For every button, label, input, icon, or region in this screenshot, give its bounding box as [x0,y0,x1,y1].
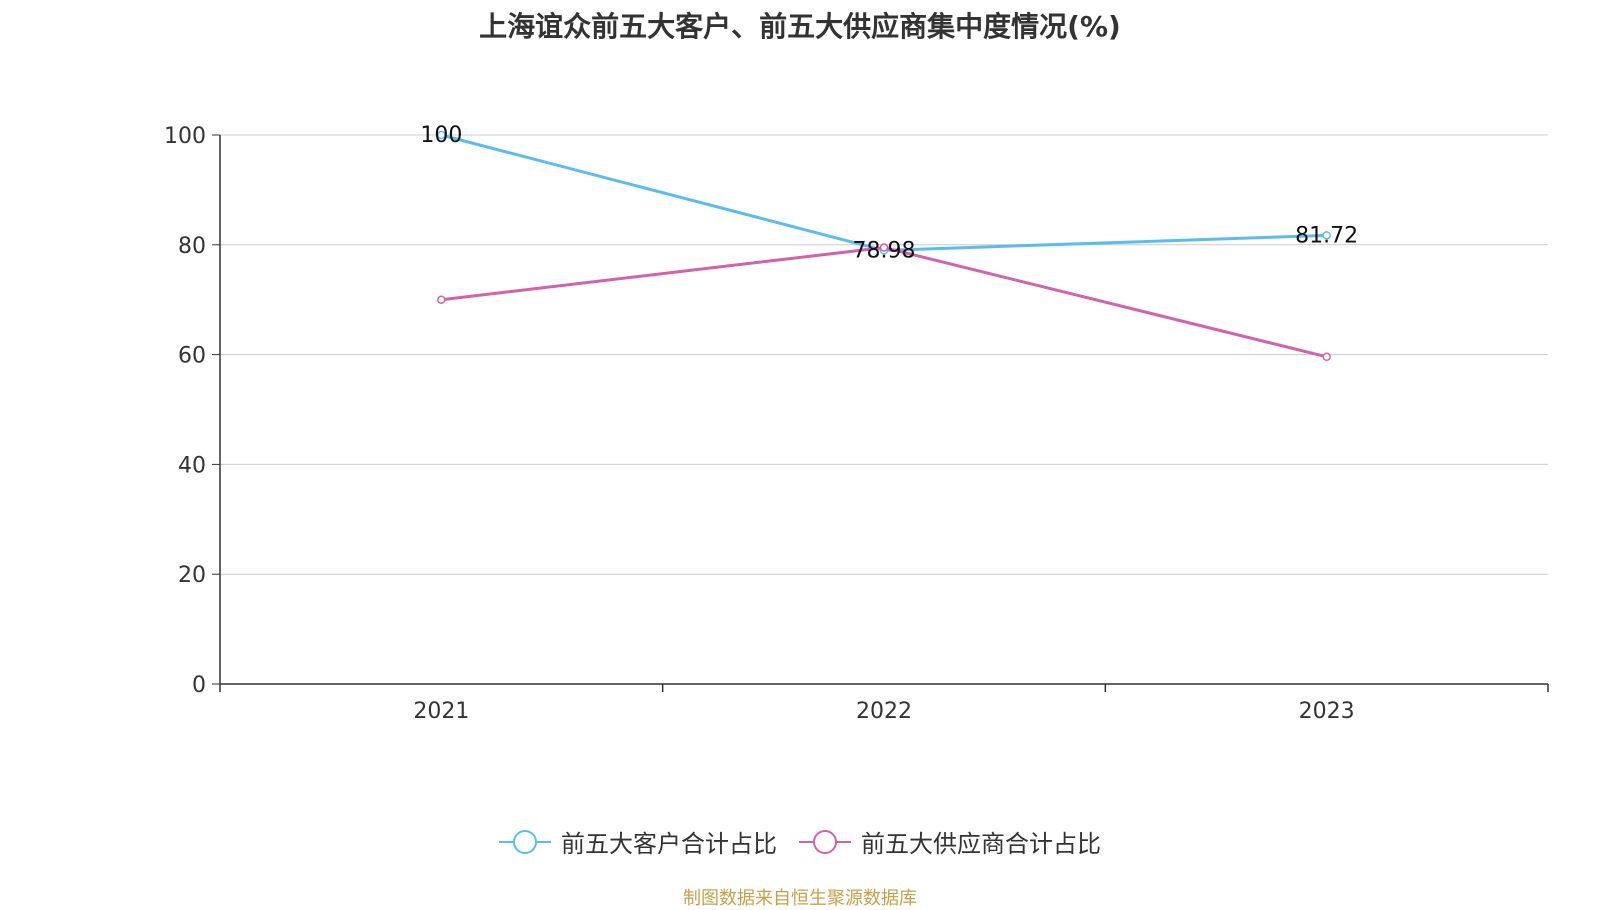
legend-item-customers[interactable]: 前五大客户合计占比 [499,824,777,859]
data-point-suppliers [879,243,889,252]
legend-marker-customers-icon [499,828,551,856]
data-label: 100 [420,123,462,148]
legend-label-customers: 前五大客户合计占比 [561,830,777,858]
y-tick-label: 60 [178,344,206,369]
data-point-suppliers [1322,352,1331,362]
data-point-suppliers [437,295,446,304]
legend-item-suppliers[interactable]: 前五大供应商合计占比 [799,824,1101,859]
x-tick-label: 2021 [413,699,469,724]
y-tick-label: 0 [192,673,206,698]
series-line-suppliers [441,246,1328,359]
legend-marker-suppliers-icon [799,828,851,856]
y-tick-label: 100 [164,124,206,149]
y-tick-label: 40 [178,453,206,478]
legend-label-suppliers: 前五大供应商合计占比 [861,830,1101,858]
data-label: 81.72 [1295,223,1358,248]
legend: 前五大客户合计占比 前五大供应商合计占比 [0,824,1600,859]
data-point-customers [437,130,446,140]
chart-title: 上海谊众前五大客户、前五大供应商集中度情况(%) [479,10,1121,43]
source-note: 制图数据来自恒生聚源数据库 [683,888,917,909]
x-tick-label: 2022 [856,699,912,724]
data-point-customers [1322,231,1331,240]
y-tick-label: 20 [178,563,206,588]
y-tick-label: 80 [178,234,206,259]
x-tick-label: 2023 [1299,699,1355,724]
data-label: 78.98 [853,238,916,263]
series-line-customers [440,133,1327,252]
